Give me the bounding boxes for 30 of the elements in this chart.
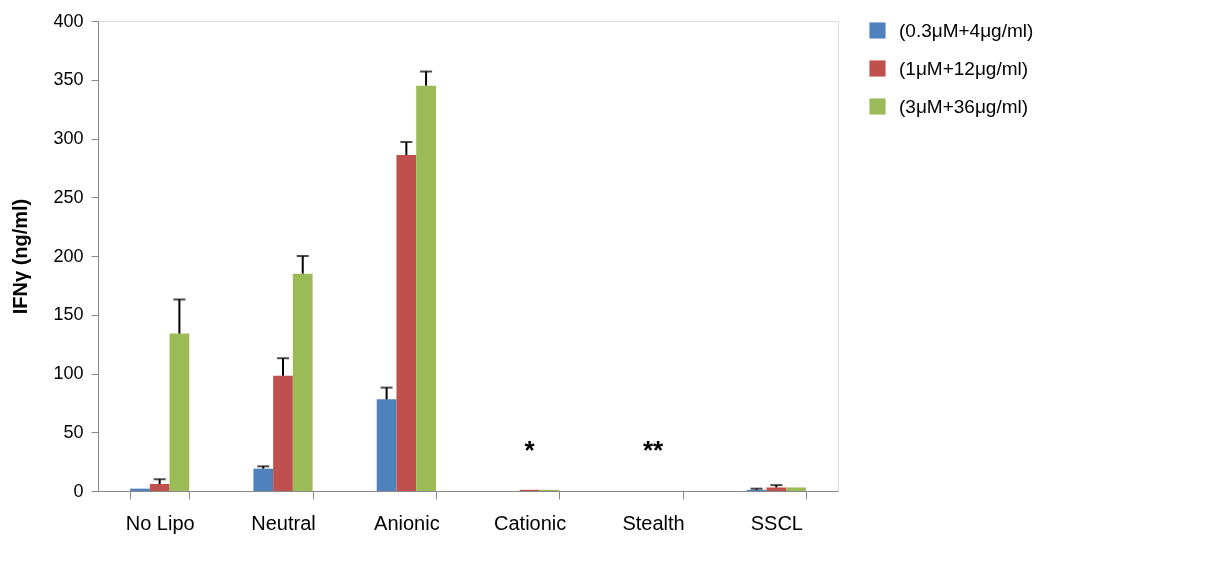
y-tick-label: 400	[53, 10, 84, 31]
x-tick-label: Stealth	[622, 511, 685, 534]
y-tick-label: 50	[63, 421, 84, 442]
annotation: **	[642, 435, 664, 465]
x-tick-label: SSCL	[750, 511, 803, 534]
bar	[253, 468, 274, 491]
x-tick-label: Cationic	[494, 511, 567, 534]
bar	[396, 154, 417, 491]
y-tick-label: 0	[73, 480, 84, 501]
y-tick-label: 300	[53, 128, 84, 148]
x-tick-label: Neutral	[251, 511, 316, 534]
y-tick-label: 200	[53, 245, 84, 266]
annotation: *	[524, 435, 536, 465]
y-tick-label: 250	[53, 186, 84, 207]
bar	[273, 375, 293, 491]
x-tick-label: Anionic	[374, 511, 440, 534]
bar	[169, 333, 190, 491]
y-tick-label: 350	[53, 69, 84, 90]
legend-label: (1μM+12μg/ml)	[899, 57, 1029, 79]
legend-label: (0.3μM+4μg/ml)	[899, 19, 1034, 41]
y-tick-label: 100	[53, 363, 84, 383]
y-tick-label: 150	[53, 304, 84, 325]
bar	[416, 85, 436, 491]
legend-label: (3μM+36μg/ml)	[899, 95, 1029, 117]
bar	[766, 487, 787, 491]
x-tick-label: No Lipo	[125, 511, 195, 534]
bar	[376, 399, 397, 491]
bar	[292, 273, 313, 491]
bar	[786, 487, 806, 491]
y-axis-title: IFNγ (ng/ml)	[9, 198, 32, 315]
